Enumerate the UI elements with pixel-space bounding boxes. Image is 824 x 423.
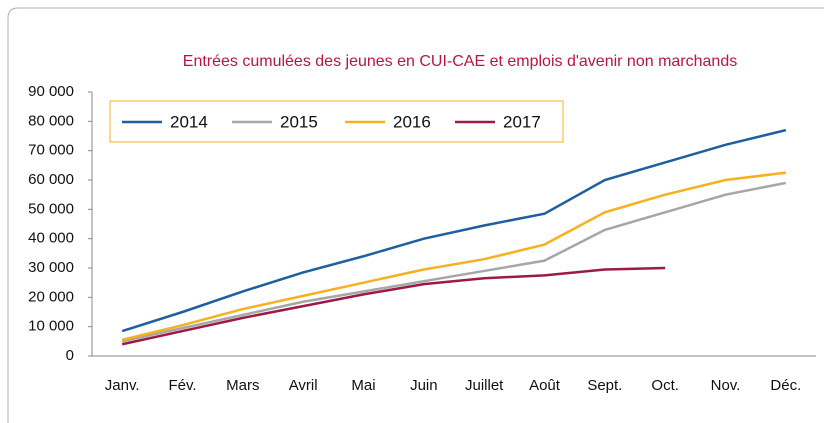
y-tick-label: 90 000 — [28, 83, 74, 100]
legend-label: 2017 — [503, 112, 541, 131]
series-line — [121, 171, 786, 342]
x-tick-label: Juillet — [465, 377, 504, 394]
x-tick-label: Août — [529, 377, 561, 394]
chart-title: Entrées cumulées des jeunes en CUI-CAE e… — [183, 53, 737, 70]
x-tick-label: Mars — [226, 377, 259, 394]
y-tick-label: 40 000 — [28, 230, 74, 247]
y-tick-label: 70 000 — [28, 142, 74, 159]
legend-label: 2016 — [393, 112, 431, 131]
x-tick-label: Avril — [289, 377, 318, 394]
x-tick-label: Déc. — [770, 377, 801, 394]
y-tick-label: 50 000 — [28, 200, 74, 217]
x-tick-label: Juin — [410, 377, 438, 394]
y-tick-label: 0 — [66, 347, 74, 364]
y-tick-label: 10 000 — [28, 318, 74, 335]
y-tick-label: 80 000 — [28, 112, 74, 129]
legend-label: 2015 — [280, 112, 318, 131]
y-tick-label: 20 000 — [28, 288, 74, 305]
x-tick-label: Janv. — [105, 377, 140, 394]
x-tick-label: Fév. — [168, 377, 196, 394]
series-line — [121, 128, 787, 333]
legend-label: 2014 — [170, 112, 208, 131]
series-line — [121, 181, 787, 343]
x-tick-label: Oct. — [651, 377, 679, 394]
frame — [7, 7, 824, 423]
y-tick-label: 60 000 — [28, 171, 74, 188]
x-tick-label: Mai — [351, 377, 375, 394]
x-tick-label: Nov. — [711, 377, 741, 394]
series-line — [121, 266, 666, 346]
x-tick-label: Sept. — [587, 377, 622, 394]
y-tick-label: 30 000 — [28, 259, 74, 276]
